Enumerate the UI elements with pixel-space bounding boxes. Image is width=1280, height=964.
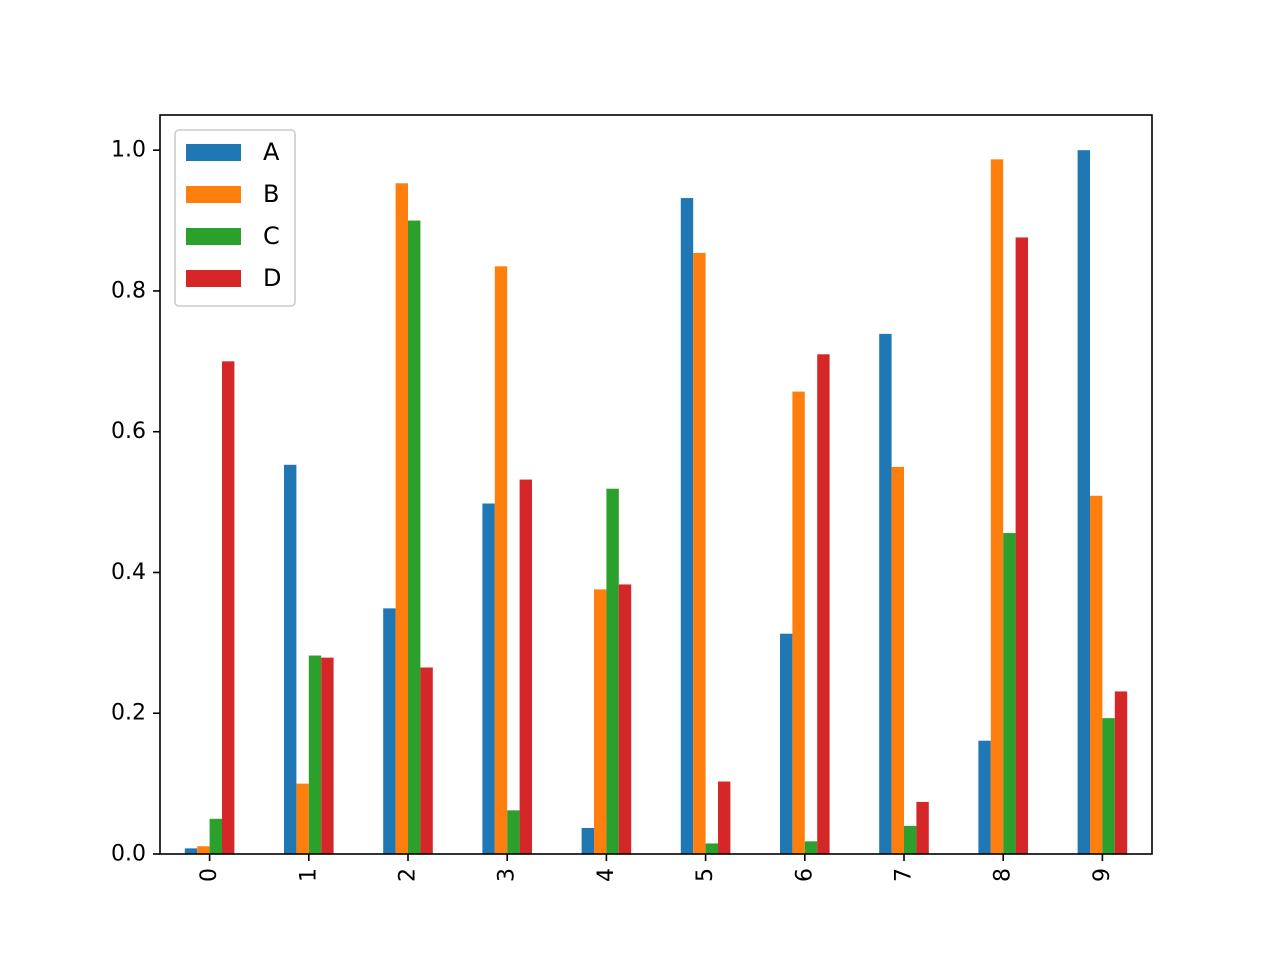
bar-A-6: [780, 633, 793, 854]
y-axis: 0.0 0.2 0.4 0.6 0.8 1.0: [111, 138, 160, 867]
bar-A-4: [581, 827, 594, 854]
y-tick-label: 0.8: [111, 278, 146, 303]
legend-label-A: A: [263, 138, 280, 166]
x-tick-label: 9: [1090, 868, 1115, 882]
legend-swatch-B: [186, 186, 241, 203]
bar-A-7: [879, 333, 892, 854]
bar-C-5: [705, 843, 718, 854]
bar-A-0: [184, 848, 198, 854]
bar-D-1: [321, 657, 334, 854]
bar-A-5: [680, 198, 694, 855]
y-tick-label: 0.6: [111, 419, 146, 444]
bar-C-1: [308, 655, 322, 854]
bar-B-4: [594, 589, 607, 854]
bar-B-0: [197, 846, 210, 854]
legend-item-B: B: [186, 180, 279, 208]
bar-D-9: [1114, 691, 1128, 854]
legend-item-D: D: [186, 264, 281, 292]
bar-B-2: [395, 183, 408, 854]
x-tick-label: 7: [892, 868, 917, 882]
legend-label-D: D: [263, 264, 281, 292]
y-tick-label: 1.0: [111, 138, 146, 163]
x-axis: 0 1 2 3 4 5 6 7 8 9: [197, 854, 1115, 882]
bar-A-8: [978, 740, 991, 854]
bar-D-4: [618, 584, 632, 854]
bar-A-9: [1077, 150, 1090, 854]
legend-swatch-D: [186, 270, 241, 287]
bar-D-6: [817, 354, 830, 854]
bar-D-8: [1015, 237, 1028, 854]
series-B-bars: [197, 159, 1103, 855]
bar-A-3: [482, 503, 495, 854]
bar-B-1: [296, 783, 309, 854]
x-tick-label: 1: [296, 868, 321, 882]
y-tick-label: 0.2: [111, 701, 146, 726]
bar-C-3: [507, 810, 520, 854]
bar-B-3: [494, 266, 508, 854]
bar-C-6: [804, 841, 818, 854]
bars-group: [184, 150, 1128, 855]
x-tick-label: 2: [396, 868, 421, 882]
bar-C-4: [606, 488, 619, 854]
y-tick-label: 0.4: [111, 560, 146, 585]
x-tick-label: 0: [197, 868, 222, 882]
bar-B-6: [792, 391, 805, 854]
x-tick-label: 5: [693, 868, 718, 882]
bar-D-7: [916, 801, 929, 854]
axes-frame: [159, 114, 1153, 855]
bar-B-5: [693, 252, 706, 854]
bar-D-0: [222, 361, 235, 854]
x-tick-label: 8: [991, 868, 1016, 882]
series-C-bars: [209, 220, 1115, 854]
bar-D-3: [519, 479, 532, 854]
legend-label-C: C: [263, 222, 280, 250]
x-tick-label: 6: [792, 868, 817, 882]
legend-label-B: B: [263, 180, 279, 208]
bar-B-8: [990, 159, 1004, 855]
bar-B-7: [891, 466, 904, 854]
bar-C-7: [904, 825, 917, 854]
x-tick-label: 3: [495, 868, 520, 882]
bar-B-9: [1090, 495, 1103, 854]
bar-C-8: [1003, 533, 1016, 854]
legend-swatch-A: [186, 144, 241, 161]
series-D-bars: [222, 237, 1128, 854]
bar-A-2: [383, 608, 396, 854]
bar-D-5: [718, 781, 731, 854]
bar-C-0: [209, 818, 222, 854]
legend-box: [174, 129, 296, 307]
y-tick-label: 0.0: [111, 842, 146, 867]
bar-C-9: [1102, 718, 1115, 854]
bar-D-2: [420, 667, 433, 854]
x-tick-label: 4: [594, 868, 619, 882]
bar-C-2: [408, 220, 421, 854]
legend-item-A: A: [186, 138, 280, 166]
legend-swatch-C: [186, 228, 241, 245]
series-A-bars: [184, 150, 1090, 855]
legend-item-C: C: [186, 222, 280, 250]
bar-A-1: [284, 464, 297, 854]
